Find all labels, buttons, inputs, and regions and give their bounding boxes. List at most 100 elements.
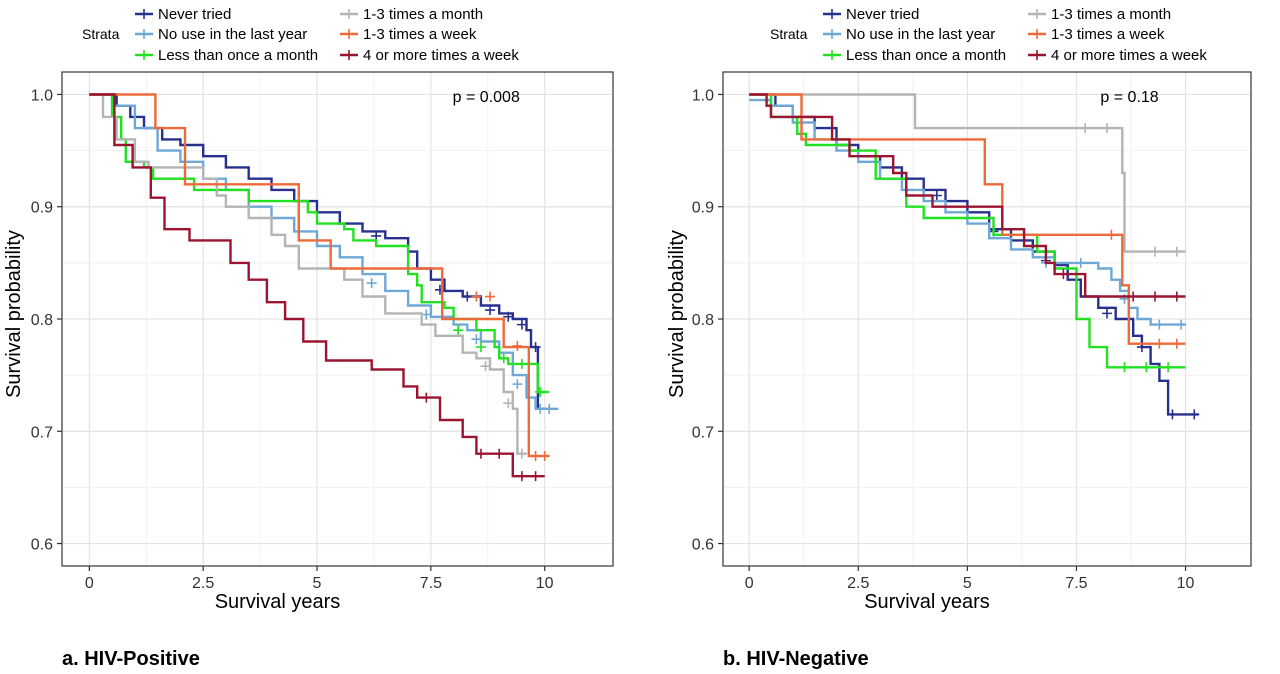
x-tick-label: 0 — [85, 575, 94, 592]
p-value-annotation: p = 0.008 — [453, 89, 520, 106]
censor-mark — [1080, 123, 1091, 134]
x-tick-label: 5 — [313, 575, 322, 592]
censor-mark — [1154, 338, 1165, 349]
censor-mark — [516, 471, 527, 482]
legend-label: 1-3 times a week — [1051, 26, 1165, 43]
censor-mark — [1189, 409, 1200, 420]
censor-mark — [1102, 123, 1112, 134]
censor-mark — [535, 403, 546, 414]
chart-panel-b: 0 2.5 5 7.5 10 0.6 0.7 0.8 0.9 1.0 Survival years S… — [666, 6, 1252, 670]
series-group — [749, 93, 1200, 420]
legend-label: Never tried — [846, 6, 919, 23]
legend-entry: Less than once a month — [823, 47, 1006, 64]
censor-mark — [1075, 257, 1086, 268]
y-tick-label: 0.6 — [692, 537, 714, 554]
series-never-tried — [89, 93, 545, 410]
censor-mark — [485, 305, 496, 316]
censor-mark — [535, 386, 546, 397]
x-tick-label: 7.5 — [1065, 575, 1087, 592]
censor-mark — [1106, 229, 1117, 240]
censor-mark — [516, 319, 527, 330]
legend-entry: No use in the last year — [135, 26, 307, 43]
p-value-annotation: p = 0.18 — [1100, 89, 1158, 106]
censor-mark — [530, 450, 541, 461]
legend-title: Strata — [770, 26, 808, 42]
censor-mark — [471, 291, 482, 302]
y-tick-label: 0.8 — [31, 312, 53, 329]
censor-mark — [1171, 291, 1182, 302]
legend-entry: Never tried — [823, 6, 919, 23]
censor-mark — [453, 325, 464, 336]
legend-entry: 1-3 times a week — [340, 26, 477, 43]
censor-mark — [1171, 246, 1182, 257]
censor-mark — [462, 291, 473, 302]
chart-panel-a: 0 2.5 5 7.5 10 0.6 0.7 0.8 0.9 1.0 Survival years S… — [3, 6, 614, 670]
y-tick-label: 0.6 — [31, 537, 53, 554]
legend-entry: 4 or more times a week — [1028, 47, 1207, 64]
survival-curve — [749, 93, 1186, 369]
censor-mark — [494, 448, 505, 459]
censor-mark — [1102, 308, 1112, 319]
y-tick-label: 0.8 — [692, 312, 714, 329]
censor-mark — [503, 398, 514, 409]
legend-label: No use in the last year — [846, 26, 995, 43]
x-tick-label: 7.5 — [420, 575, 442, 592]
legend-label: 1-3 times a month — [363, 6, 483, 23]
legend-entry: 1-3 times a week — [1028, 26, 1165, 43]
censor-mark — [1176, 319, 1187, 330]
legend-label: 4 or more times a week — [363, 47, 519, 64]
x-tick-label: 10 — [1177, 575, 1195, 592]
legend-entry: Never tried — [135, 6, 231, 23]
legend-label: Never tried — [158, 6, 231, 23]
legend-entry: 1-3 times a month — [340, 6, 483, 23]
legend: Strata Never tried No use in the last year… — [82, 6, 519, 64]
survival-curve — [89, 93, 550, 458]
censor-mark — [530, 342, 541, 353]
legend-label: Less than once a month — [846, 47, 1006, 64]
censor-mark — [1163, 362, 1174, 373]
panel-caption: a. HIV-Positive — [62, 648, 200, 670]
legend-label: 1-3 times a month — [1051, 6, 1171, 23]
grid-lines — [62, 72, 613, 566]
legend-label: Less than once a month — [158, 47, 318, 64]
survival-curve — [749, 93, 1186, 253]
x-tick-label: 2.5 — [192, 575, 214, 592]
censor-mark — [1128, 291, 1139, 302]
censor-mark — [1141, 362, 1152, 373]
series-4-or-more-times-a-week — [89, 93, 545, 482]
censor-mark — [1167, 409, 1178, 420]
censor-mark — [471, 334, 482, 345]
x-axis-title: Survival years — [864, 591, 990, 613]
censor-mark — [475, 342, 486, 353]
y-tick-label: 0.7 — [692, 424, 714, 441]
series-4-or-more-times-a-week — [749, 93, 1186, 302]
censor-mark — [1150, 246, 1160, 257]
censor-mark — [544, 403, 555, 414]
x-tick-label: 5 — [963, 575, 972, 592]
censor-mark — [366, 278, 377, 289]
survival-curve — [749, 93, 1186, 298]
censor-mark — [512, 340, 523, 351]
survival-curve — [89, 93, 545, 410]
x-tick-label: 10 — [536, 575, 554, 592]
x-axis-title: Survival years — [215, 591, 341, 613]
legend-label: 1-3 times a week — [363, 26, 477, 43]
survival-curve — [89, 93, 545, 478]
censor-mark — [503, 311, 514, 322]
y-tick-label: 0.7 — [31, 424, 53, 441]
series-1-3-times-a-week — [89, 93, 550, 461]
censor-mark — [1058, 269, 1069, 280]
x-tick-label: 2.5 — [847, 575, 869, 592]
legend-entry: Less than once a month — [135, 47, 318, 64]
legend-entry: No use in the last year — [823, 26, 995, 43]
series-1-3-times-a-month — [749, 93, 1186, 257]
legend-title: Strata — [82, 26, 120, 42]
x-tick-label: 0 — [745, 575, 754, 592]
censor-mark — [498, 353, 509, 364]
censor-mark — [516, 448, 527, 459]
censor-mark — [1150, 291, 1160, 302]
censor-mark — [539, 450, 550, 461]
censor-mark — [1119, 362, 1130, 373]
censor-mark — [1171, 338, 1182, 349]
